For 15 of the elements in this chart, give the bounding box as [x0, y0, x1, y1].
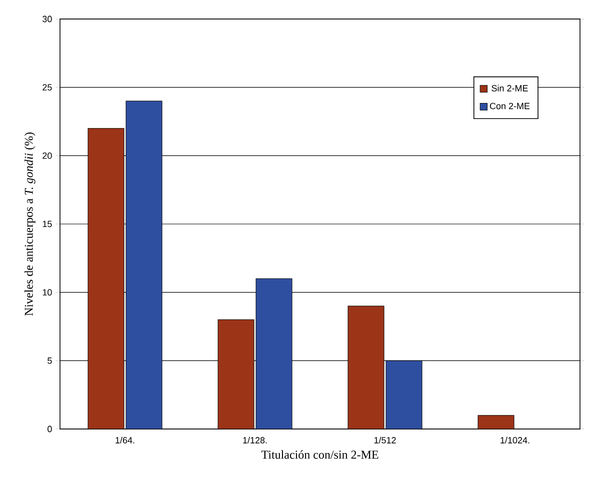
x-tick-label: 1/512 — [374, 436, 396, 444]
y-tick-label: 5 — [48, 358, 52, 364]
x-tick-label: 1/64. — [116, 436, 134, 444]
x-tick-label: 1/1024. — [500, 436, 530, 444]
y-tick-label: 0 — [48, 426, 52, 432]
x-axis-title: Titulación con/sin 2-ME — [261, 450, 378, 459]
legend-label: Sin 2-ME — [492, 84, 528, 92]
y-tick-label: 25 — [42, 84, 52, 91]
y-tick-label: 10 — [42, 289, 52, 296]
y-tick-label: 30 — [42, 16, 52, 22]
legend-label: Con 2-ME — [490, 102, 530, 110]
y-axis-title: Niveles de anticuerpos a T. gondii (%) — [24, 132, 36, 316]
x-tick-label: 1/128. — [243, 436, 267, 444]
y-tick-label: 15 — [42, 220, 52, 228]
y-tick-label: 20 — [42, 152, 52, 159]
